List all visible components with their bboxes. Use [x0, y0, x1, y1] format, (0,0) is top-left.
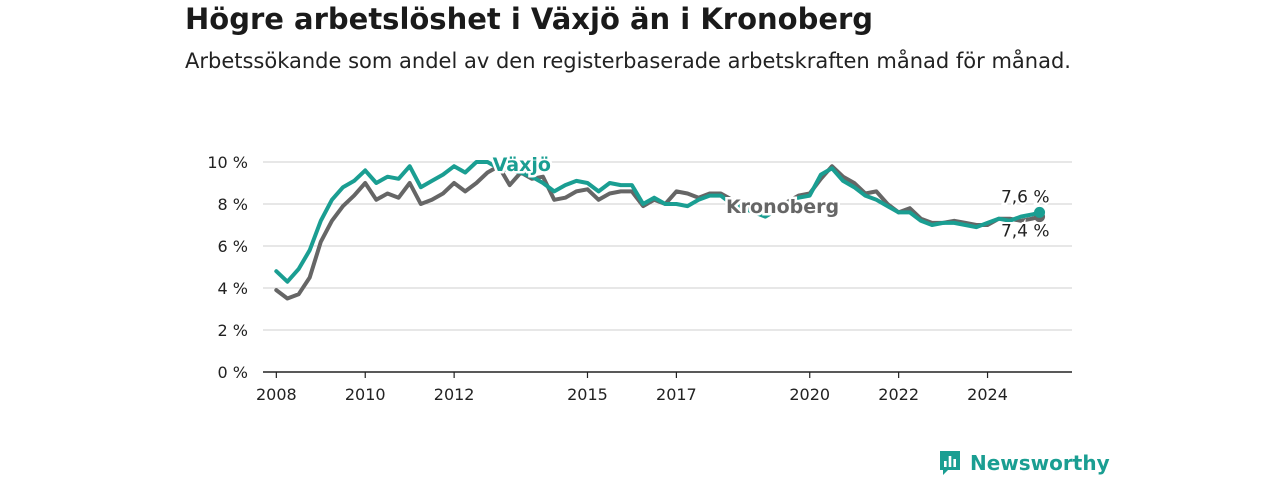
- x-axis: 2008 2010 2012 2015 2017 2020 2022 2024: [256, 371, 1072, 404]
- x-tick-label: 2024: [967, 385, 1008, 404]
- bar-chart-icon: [940, 451, 960, 475]
- y-tick-label: 4 %: [218, 279, 248, 298]
- chart-title: Högre arbetslöshet i Växjö än i Kronober…: [185, 2, 874, 36]
- x-tick-label: 2012: [434, 385, 475, 404]
- x-tick-label: 2017: [656, 385, 697, 404]
- y-axis-ticks: 0 % 2 % 4 % 6 % 8 % 10 %: [207, 153, 248, 382]
- end-point: [1034, 206, 1046, 218]
- line-chart: 0 % 2 % 4 % 6 % 8 % 10 % 2008 2010 2012 2015 2017…: [207, 152, 1072, 404]
- grid-lines: [263, 161, 1072, 331]
- newsworthy-logo[interactable]: Newsworthy: [938, 450, 1110, 476]
- x-tick-label: 2020: [789, 385, 830, 404]
- x-tick-label: 2022: [878, 385, 919, 404]
- y-tick-label: 10 %: [207, 153, 248, 172]
- series-lines: [274, 160, 1046, 301]
- series-label: Kronoberg: [726, 196, 839, 218]
- end-value-label: 7,6 %: [1001, 187, 1050, 207]
- x-tick-label: 2010: [345, 385, 386, 404]
- x-tick-label: 2015: [567, 385, 608, 404]
- y-tick-label: 0 %: [218, 363, 248, 382]
- series-line-kronoberg: [274, 164, 1042, 301]
- series-line-växjö: [274, 160, 1042, 284]
- y-tick-label: 2 %: [218, 321, 248, 340]
- chart-subtitle: Arbetssökande som andel av den registerb…: [185, 49, 1071, 73]
- series-label: Växjö: [493, 154, 551, 176]
- y-tick-label: 8 %: [218, 195, 248, 214]
- x-tick-label: 2008: [256, 385, 297, 404]
- series-labels: Kronoberg Växjö 7,4 % 7,6 %: [490, 152, 1051, 244]
- end-value-label: 7,4 %: [1001, 222, 1050, 242]
- y-tick-label: 6 %: [218, 237, 248, 256]
- brand-name: Newsworthy: [970, 451, 1110, 475]
